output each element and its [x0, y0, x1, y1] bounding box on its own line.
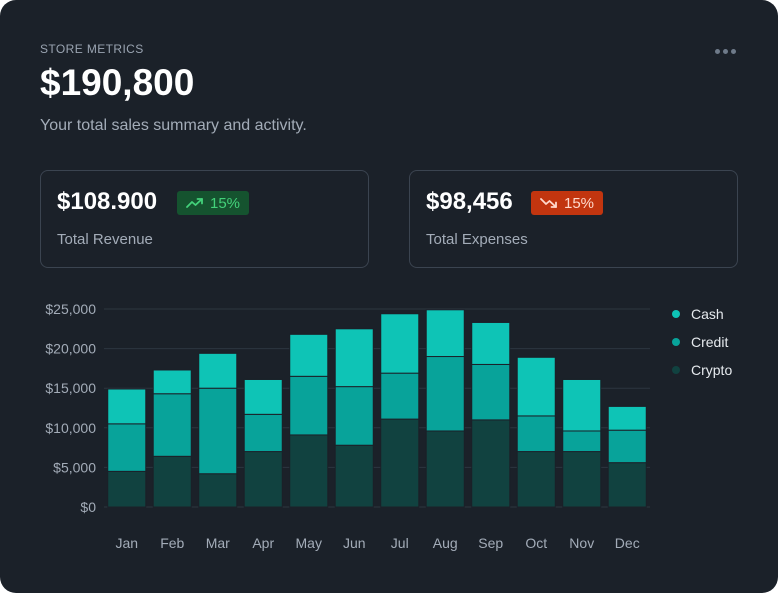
bar-segment-cash — [607, 405, 647, 431]
legend-label: Credit — [691, 334, 729, 350]
kpi-value: $98,456 — [426, 188, 513, 215]
y-tick-label: $5,000 — [53, 459, 96, 475]
bar-segment-credit — [107, 423, 147, 472]
bar-segment-credit — [516, 415, 556, 453]
bar-segment-crypto — [425, 430, 465, 508]
kpi-total-revenue: $108.900 15% Total Revenue — [40, 170, 369, 268]
legend-swatch — [672, 366, 680, 374]
kpi-label: Total Expenses — [426, 231, 528, 248]
bar-segment-cash — [516, 356, 556, 417]
bar-segment-credit — [562, 430, 602, 453]
x-tick-label: Jul — [391, 535, 409, 551]
bar-segment-crypto — [471, 419, 511, 508]
bar-segment-crypto — [334, 444, 374, 508]
trend-badge: 15% — [177, 191, 250, 215]
trending-up-icon — [186, 197, 204, 209]
bar-segment-cash — [562, 378, 602, 432]
bar-segment-crypto — [152, 455, 192, 508]
total-sales-value: $190,800 — [40, 62, 195, 103]
bar-segment-cash — [425, 309, 465, 358]
bar-segment-credit — [471, 363, 511, 421]
kpi-label: Total Revenue — [57, 231, 153, 248]
x-tick-label: Mar — [206, 535, 230, 551]
x-tick-label: Aug — [433, 535, 458, 551]
y-tick-label: $15,000 — [45, 380, 96, 396]
bar-segment-cash — [334, 328, 374, 388]
bar-segment-credit — [198, 387, 238, 475]
bar-segment-cash — [107, 388, 147, 425]
bar-segment-crypto — [380, 418, 420, 508]
legend-item-crypto[interactable]: Crypto — [672, 356, 732, 384]
x-tick-label: Sep — [478, 535, 503, 551]
bar-segment-cash — [380, 313, 420, 374]
trending-down-icon — [540, 197, 558, 209]
bar-segment-cash — [243, 378, 283, 415]
bar-segment-credit — [289, 375, 329, 436]
bar-segment-crypto — [607, 462, 647, 508]
trend-change: 15% — [564, 194, 595, 212]
bar-segment-crypto — [243, 451, 283, 508]
trend-change: 15% — [210, 194, 241, 212]
bar-segment-crypto — [562, 451, 602, 508]
trend-badge: 15% — [531, 191, 604, 215]
bar-segment-crypto — [107, 470, 147, 508]
bar-segment-cash — [152, 369, 192, 395]
bar-segment-credit — [334, 386, 374, 446]
y-tick-label: $10,000 — [45, 420, 96, 436]
bar-segment-credit — [380, 372, 420, 420]
bar-segment-cash — [198, 352, 238, 389]
bar-segment-cash — [289, 333, 329, 377]
x-tick-label: May — [296, 535, 322, 551]
kpi-value: $108.900 — [57, 188, 158, 215]
y-tick-label: $25,000 — [45, 301, 96, 317]
x-tick-label: Jun — [343, 535, 366, 551]
y-tick-label: $0 — [80, 499, 96, 515]
bar-segment-cash — [471, 321, 511, 365]
more-horizontal-icon[interactable] — [710, 42, 740, 60]
x-tick-label: Jan — [115, 535, 138, 551]
legend-label: Crypto — [691, 362, 733, 378]
card-eyebrow: STORE METRICS — [40, 42, 144, 56]
x-tick-label: Feb — [160, 535, 184, 551]
bar-segment-credit — [243, 413, 283, 453]
legend-swatch — [672, 338, 680, 346]
bar-segment-crypto — [516, 451, 556, 508]
bar-segment-credit — [607, 429, 647, 464]
legend-item-cash[interactable]: Cash — [672, 300, 732, 328]
bar-segment-crypto — [198, 473, 238, 508]
bar-segment-credit — [152, 393, 192, 457]
legend-label: Cash — [691, 306, 724, 322]
x-tick-label: Dec — [615, 535, 640, 551]
bar-segment-credit — [425, 356, 465, 432]
x-tick-label: Nov — [569, 535, 594, 551]
card-subtitle: Your total sales summary and activity. — [40, 117, 307, 134]
legend-item-credit[interactable]: Credit — [672, 328, 732, 356]
bar-segment-crypto — [289, 434, 329, 508]
kpi-total-expenses: $98,456 15% Total Expenses — [409, 170, 738, 268]
chart-legend: Cash Credit Crypto — [672, 300, 732, 384]
x-tick-label: Apr — [252, 535, 274, 551]
x-tick-label: Oct — [525, 535, 547, 551]
y-tick-label: $20,000 — [45, 341, 96, 357]
legend-swatch — [672, 310, 680, 318]
